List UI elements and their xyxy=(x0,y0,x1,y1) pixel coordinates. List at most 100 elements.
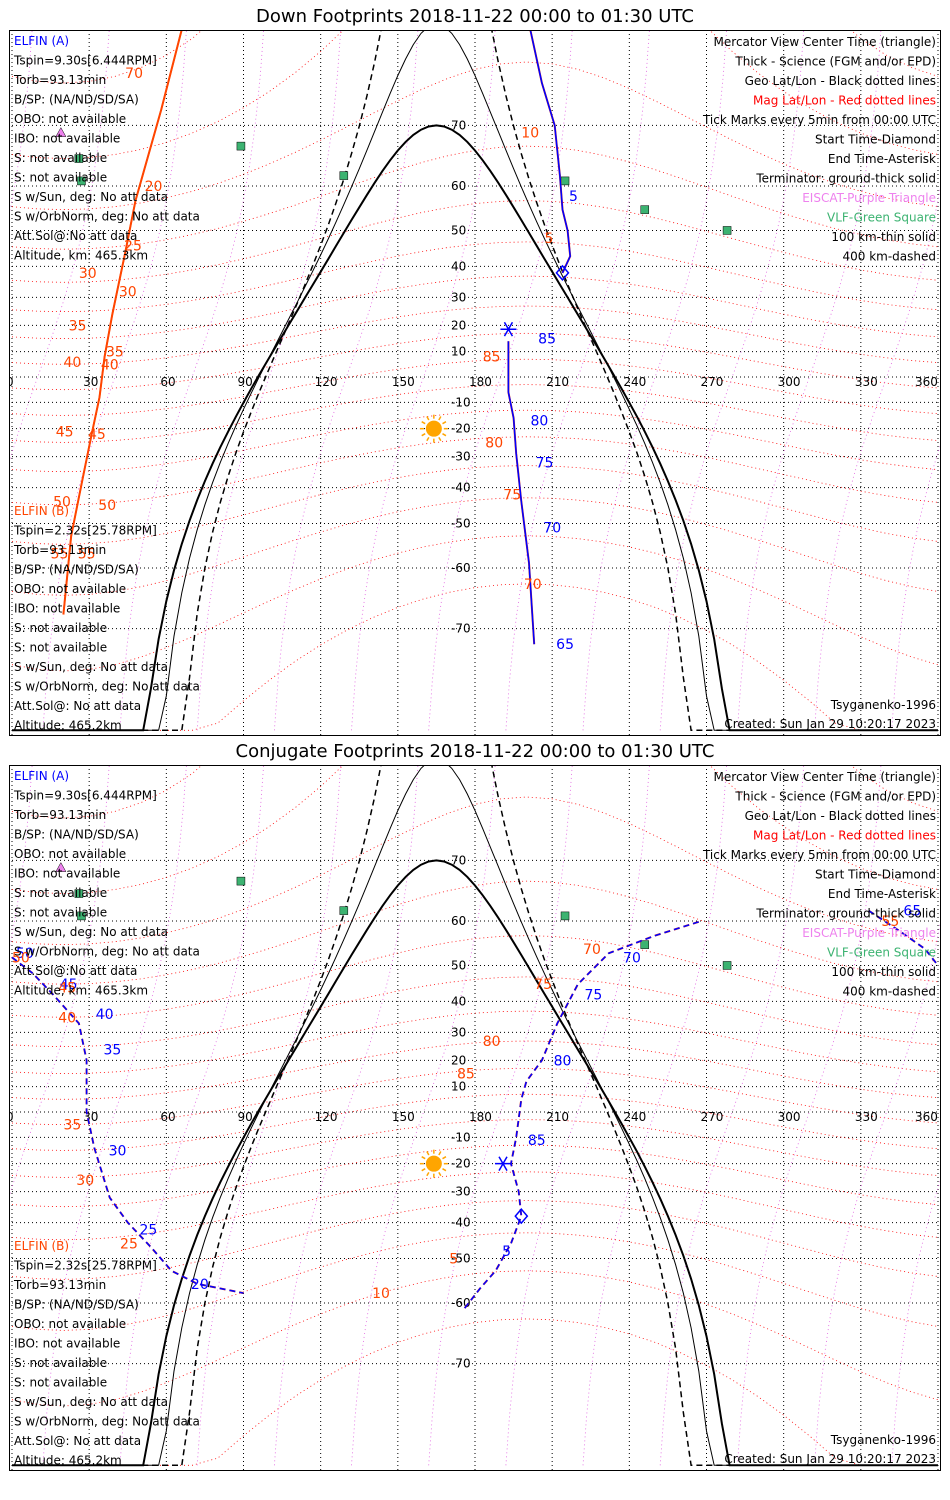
legend-entry: Start Time-Diamond xyxy=(815,133,936,147)
mag-time-label: 75 xyxy=(503,487,521,503)
y-tick-label: 60 xyxy=(451,914,466,928)
mag-meridian xyxy=(42,766,187,1466)
elfin-a-info: S: not available xyxy=(14,171,107,185)
mag-time-label: 5 xyxy=(449,1252,458,1268)
elfin-a-info: B/SP: (NA/ND/SD/SA) xyxy=(14,828,139,842)
mag-meridian xyxy=(737,766,882,1466)
vlf-station xyxy=(640,205,650,214)
elfin-a-info: OBO: not available xyxy=(14,847,126,861)
mag-meridian xyxy=(659,31,805,731)
x-tick-label: 90 xyxy=(238,1110,253,1124)
panel-title-down: Down Footprints 2018-11-22 00:00 to 01:3… xyxy=(256,6,694,27)
mag-time-label: 85 xyxy=(483,350,501,366)
legend-entry: Start Time-Diamond xyxy=(815,868,936,882)
x-tick-label: 30 xyxy=(83,1110,98,1124)
mag-time-label: 40 xyxy=(63,355,81,371)
sun-ray xyxy=(438,1151,442,1156)
mag-time-label: 70 xyxy=(125,66,143,82)
y-tick-label: -20 xyxy=(451,1157,471,1171)
created-label: Created: Sun Jan 29 10:20:17 2023 xyxy=(724,717,936,731)
elfin-a-info: B/SP: (NA/ND/SD/SA) xyxy=(14,93,139,107)
y-tick-label: 70 xyxy=(451,853,466,867)
vlf-station xyxy=(77,176,86,186)
y-tick-label: -30 xyxy=(451,1185,471,1199)
end-asterisk xyxy=(503,321,514,337)
x-tick-label: 90 xyxy=(238,375,253,389)
elfin-b-info: S w/Sun, deg: No att data xyxy=(14,1395,168,1409)
legend-entry: End Time-Asterisk xyxy=(828,152,936,166)
mag-meridian xyxy=(274,31,419,731)
vlf-station xyxy=(339,906,349,915)
vlf-station xyxy=(560,911,570,921)
elfin-b-info: S: not available xyxy=(14,641,107,655)
elfin-b-info: ELFIN (B) xyxy=(14,1239,69,1253)
vlf-station xyxy=(722,226,732,235)
model-label: Tsyganenko-1996 xyxy=(830,1433,936,1447)
legend-entry: 400 km-dashed xyxy=(842,250,936,264)
vlf-station xyxy=(74,154,84,163)
mag-time-label: 35 xyxy=(63,1118,81,1134)
y-tick-label: -20 xyxy=(451,422,471,436)
x-tick-label: 300 xyxy=(778,375,801,389)
elfin-b-info: OBO: not available xyxy=(14,582,126,596)
elfin-a-info: ELFIN (A) xyxy=(14,769,69,783)
elfin-a-info: Torb=93.13min xyxy=(13,808,106,822)
start-diamond xyxy=(555,264,570,282)
legend-entry: VLF-Green Square xyxy=(827,211,936,225)
y-tick-label: -50 xyxy=(451,517,471,531)
mag-time-label: 40 xyxy=(58,1010,76,1026)
end-asterisk xyxy=(498,1156,508,1171)
mag-time-label: 75 xyxy=(534,977,552,993)
elfin-a-info: S: not available xyxy=(14,886,107,900)
elfin-a-info: ELFIN (A) xyxy=(14,34,69,48)
legend-entry: EISCAT-Purple Triangle xyxy=(802,191,936,205)
y-tick-label: 20 xyxy=(451,1053,466,1067)
mag-meridian xyxy=(814,922,940,1466)
track-time-label: 70 xyxy=(543,521,561,537)
x-tick-label: 240 xyxy=(623,1110,646,1124)
elfin-a-info: S w/Sun, deg: No att data xyxy=(14,925,168,939)
legend-entry: Geo Lat/Lon - Black dotted lines xyxy=(745,74,936,88)
sun-ray xyxy=(426,1151,430,1156)
elfin-a-info: S w/Sun, deg: No att data xyxy=(14,190,168,204)
track-line xyxy=(11,956,244,1294)
elfin-a-info: Torb=93.13min xyxy=(13,73,106,87)
mag-time-label: 45 xyxy=(58,981,76,997)
track-line xyxy=(464,920,702,1309)
mag-meridian xyxy=(582,31,727,731)
sun-ray xyxy=(442,433,447,437)
elfin-b-info: Altitude: 465.2km xyxy=(14,1454,122,1468)
track-time-label: 20 xyxy=(191,1277,209,1293)
mag-time-label: 70 xyxy=(583,942,601,958)
x-tick-label: 210 xyxy=(546,1110,569,1124)
elfin-a-info: IBO: not available xyxy=(14,132,120,146)
mag-meridian xyxy=(119,31,264,731)
sun-ray xyxy=(442,421,447,425)
mag-meridian xyxy=(814,187,940,731)
track-time-label: 30 xyxy=(109,1143,127,1159)
y-tick-label: -40 xyxy=(451,1216,471,1230)
legend-entry: Thick - Science (FGM and/or EPD) xyxy=(734,790,936,804)
elfin-a-info: S: not available xyxy=(14,906,107,920)
track-time-label: 65 xyxy=(903,904,921,920)
mag-parallel xyxy=(11,275,939,340)
track-time-label: 40 xyxy=(101,357,119,373)
vlf-station xyxy=(77,911,86,921)
x-tick-label: 0 xyxy=(6,375,14,389)
track-time-label: 65 xyxy=(556,637,574,653)
x-tick-label: 210 xyxy=(546,375,569,389)
track-time-label: 35 xyxy=(103,1042,121,1058)
x-tick-label: 150 xyxy=(392,375,415,389)
created-label: Created: Sun Jan 29 10:20:17 2023 xyxy=(724,1452,936,1466)
mag-time-label: 70 xyxy=(524,577,542,593)
track-time-label: 25 xyxy=(139,1222,157,1238)
mag-time-label: 30 xyxy=(76,1173,94,1189)
mag-meridian xyxy=(10,31,33,212)
y-tick-label: 40 xyxy=(451,259,466,273)
sun-ray xyxy=(438,1171,442,1177)
track-time-label: 50 xyxy=(16,946,34,962)
x-tick-label: 360 xyxy=(915,375,938,389)
x-tick-label: 300 xyxy=(778,1110,801,1124)
mag-time-label: 5 xyxy=(544,231,553,247)
